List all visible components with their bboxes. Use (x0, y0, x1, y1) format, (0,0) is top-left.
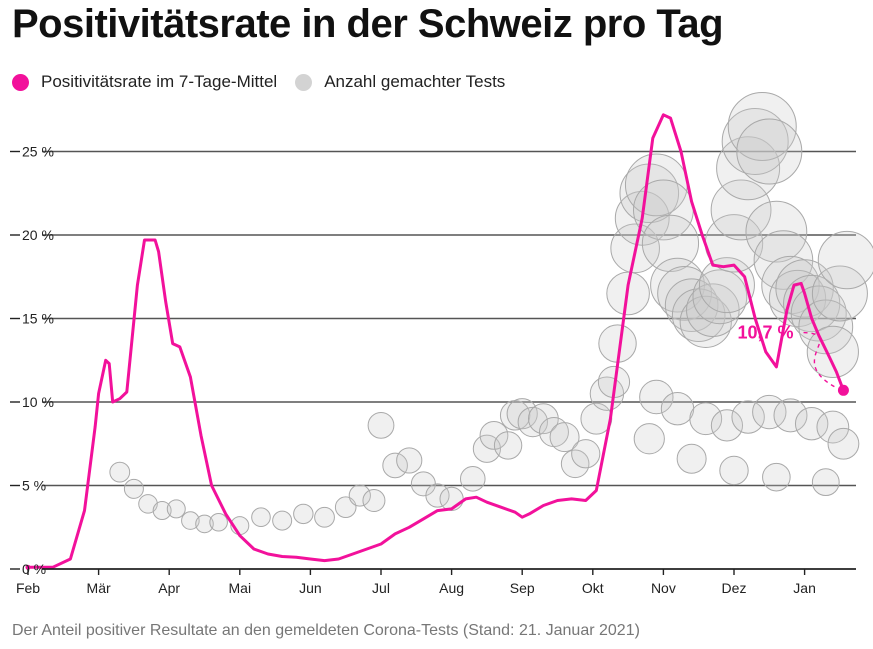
test-bubble-61 (768, 269, 827, 328)
x-tick-label-11: Jan (793, 580, 816, 596)
test-bubble-27 (506, 398, 538, 430)
y-tick-label-1: 5 % (22, 478, 46, 494)
legend: Positivitätsrate im 7-Tage-Mittel Anzahl… (12, 72, 523, 92)
test-bubble-0 (109, 461, 131, 483)
latest-value-label: 10,7 % (738, 323, 794, 343)
test-bubble-13 (334, 496, 357, 519)
bubble-layer (109, 91, 873, 536)
annotation-layer: 10,7 % (738, 323, 849, 396)
x-tick-label-9: Nov (651, 580, 676, 596)
test-bubble-25 (493, 431, 523, 460)
test-bubble-59 (753, 230, 814, 290)
test-bubble-70 (639, 379, 674, 415)
test-bubble-79 (827, 427, 860, 460)
test-bubble-76 (773, 398, 808, 433)
legend-label-rate: Positivitätsrate im 7-Tage-Mittel (41, 72, 278, 91)
test-bubble-10 (272, 510, 293, 531)
test-bubble-47 (671, 288, 726, 342)
test-bubble-16 (367, 411, 395, 439)
y-tick-label-5: 25 % (22, 144, 54, 160)
test-bubble-11 (293, 503, 314, 525)
y-tick-label-4: 20 % (22, 227, 54, 243)
test-bubble-78 (816, 410, 850, 444)
test-bubble-80 (633, 423, 665, 455)
legend-item-rate: Positivitätsrate im 7-Tage-Mittel (12, 72, 277, 92)
test-bubble-43 (641, 214, 700, 272)
legend-label-tests: Anzahl gemachter Tests (324, 72, 506, 91)
test-bubble-57 (736, 118, 803, 185)
grid-layer (42, 150, 856, 487)
test-bubble-5 (181, 511, 200, 530)
test-bubble-53 (710, 179, 772, 241)
x-tick-label-2: Apr (158, 580, 180, 596)
x-tick-label-3: Mai (229, 580, 252, 596)
test-bubble-1 (123, 478, 144, 499)
test-bubble-7 (209, 512, 228, 532)
test-bubble-55 (721, 107, 789, 175)
y-tick-label-2: 10 % (22, 394, 54, 410)
axis-layer: 0 %5 %10 %15 %20 %25 %Feb Mär Apr Mai Jun Jul… (10, 144, 856, 596)
x-tick-label-10: Dez (722, 580, 747, 596)
positivity-line (26, 113, 845, 569)
test-bubble-56 (727, 91, 797, 161)
test-bubble-48 (679, 295, 732, 348)
annotation-connector (803, 331, 838, 389)
test-bubble-31 (549, 422, 580, 453)
x-tick-label-0: Feb (16, 580, 40, 596)
test-bubble-3 (152, 501, 172, 521)
test-bubble-33 (571, 439, 601, 469)
test-bubble-9 (251, 507, 271, 528)
x-tick-label-5: Jul (372, 580, 390, 596)
test-bubble-75 (752, 394, 787, 430)
test-bubble-21 (439, 486, 464, 511)
test-bubble-23 (472, 434, 501, 463)
legend-swatch-tests (295, 73, 313, 91)
test-bubble-84 (811, 468, 840, 497)
x-tick-label-8: Okt (582, 580, 604, 596)
test-bubble-73 (710, 409, 744, 442)
legend-item-tests: Anzahl gemachter Tests (295, 72, 505, 92)
test-bubble-20 (425, 483, 450, 508)
chart-title: Positivitätsrate in der Schweiz pro Tag (12, 2, 724, 46)
test-bubble-12 (314, 506, 335, 528)
test-bubble-18 (396, 447, 423, 474)
test-bubble-77 (794, 407, 829, 441)
test-bubble-83 (762, 462, 791, 492)
test-bubble-17 (382, 452, 408, 479)
line-start-point (25, 564, 31, 570)
x-tick-label-6: Aug (439, 580, 464, 596)
line-layer (25, 113, 845, 570)
test-bubble-6 (195, 514, 214, 534)
x-tick-label-4: Jun (299, 580, 322, 596)
x-tick-label-7: Sep (510, 580, 535, 596)
test-bubble-71 (660, 391, 695, 426)
test-bubble-2 (138, 494, 158, 514)
test-bubble-72 (689, 402, 723, 436)
legend-swatch-rate (12, 73, 29, 91)
x-tick-label-1: Mär (87, 580, 111, 596)
test-bubble-24 (479, 421, 509, 450)
test-bubble-81 (676, 443, 707, 474)
test-bubble-74 (731, 400, 765, 434)
test-bubble-82 (719, 455, 749, 486)
test-bubble-29 (527, 403, 559, 435)
test-bubble-46 (664, 278, 719, 332)
test-bubble-14 (348, 484, 371, 507)
test-bubble-4 (166, 499, 186, 519)
test-bubble-15 (362, 489, 386, 513)
chart-caption: Der Anteil positiver Resultate an den ge… (12, 622, 640, 639)
test-bubble-50 (692, 269, 748, 325)
test-bubble-22 (459, 466, 486, 492)
latest-value-point (837, 384, 849, 396)
y-tick-label-3: 15 % (22, 311, 54, 327)
test-bubble-68 (817, 230, 873, 290)
